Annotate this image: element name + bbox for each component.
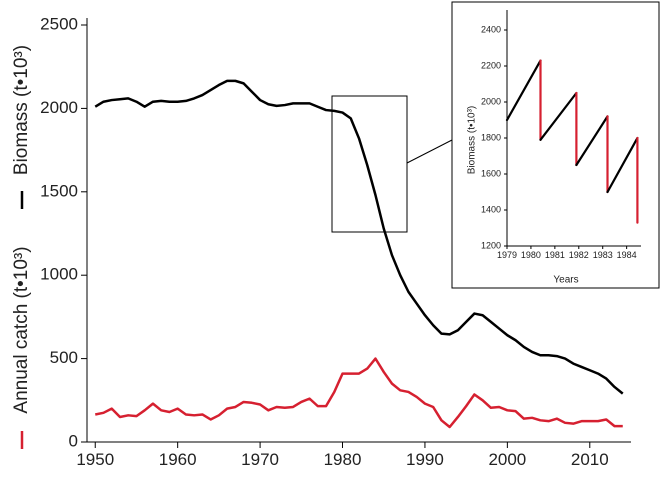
y-tick-label: 2000 [481, 96, 501, 106]
x-tick-label: 1981 [545, 250, 565, 260]
y-tick-label: 1600 [481, 168, 501, 178]
rise-segment [606, 136, 639, 194]
x-tick-label: 1982 [569, 250, 589, 260]
inset-y-label: Biomass (t•10³) [467, 106, 478, 175]
y-tick-label: 2000 [40, 98, 78, 117]
x-tick-label: 1990 [406, 450, 444, 469]
y-tick-label: 2400 [481, 24, 501, 34]
x-tick-label: 1980 [324, 450, 362, 469]
x-tick-label: 1970 [241, 450, 279, 469]
y-tick-label: 1800 [481, 132, 501, 142]
y-tick-label: 2200 [481, 60, 501, 70]
x-tick-label: 1960 [159, 450, 197, 469]
series-line [94, 79, 624, 395]
x-tick-label: 1950 [76, 450, 114, 469]
rise-segment [575, 115, 609, 167]
rise-segment [505, 59, 542, 122]
y-tick-label: 1500 [40, 181, 78, 200]
rise-segment [539, 91, 578, 141]
y-tick-label: 2500 [40, 14, 78, 33]
x-tick-label: 1983 [593, 250, 613, 260]
x-tick-label: 1984 [617, 250, 637, 260]
y-tick-label: 500 [50, 348, 78, 367]
zoom-box [331, 95, 408, 233]
x-tick-label: 1980 [521, 250, 541, 260]
x-tick-label: 1979 [497, 250, 517, 260]
x-tick-label: 2000 [488, 450, 526, 469]
y-tick-label: 1000 [40, 265, 78, 284]
y-tick-label: 1200 [481, 240, 501, 250]
x-tick-label: 2010 [571, 450, 609, 469]
inset-frame [451, 1, 660, 289]
series-line [94, 357, 623, 429]
legend-label: Biomass (t•10³) [11, 45, 32, 175]
inset-x-label: Years [553, 275, 578, 286]
y-tick-label: 0 [69, 431, 78, 450]
legend-label: Annual catch (t•10³) [11, 246, 32, 413]
zoom-connector [406, 139, 453, 164]
y-tick-label: 1400 [481, 204, 501, 214]
